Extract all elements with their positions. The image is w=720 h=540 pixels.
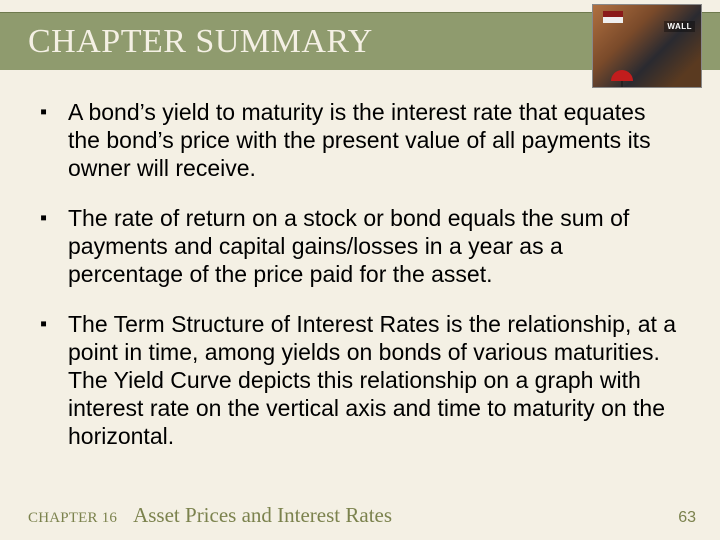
chapter-label: CHAPTER 16 <box>28 510 117 527</box>
slide-footer: CHAPTER 16 Asset Prices and Interest Rat… <box>0 503 720 528</box>
bullet-text: A bond’s yield to maturity is the intere… <box>68 98 680 182</box>
list-item: ▪ A bond’s yield to maturity is the inte… <box>40 98 680 182</box>
bullet-text: The rate of return on a stock or bond eq… <box>68 204 680 288</box>
slide-title: CHAPTER SUMMARY <box>0 23 373 61</box>
chapter-title: Asset Prices and Interest Rates <box>133 503 392 528</box>
list-item: ▪ The Term Structure of Interest Rates i… <box>40 310 680 450</box>
header-decorative-image: WALL <box>592 4 702 88</box>
bullet-mark-icon: ▪ <box>40 204 68 288</box>
bullet-list: ▪ A bond’s yield to maturity is the inte… <box>40 98 680 484</box>
page-number: 63 <box>678 509 696 527</box>
wall-street-sign-text: WALL <box>664 21 695 32</box>
bullet-mark-icon: ▪ <box>40 310 68 450</box>
bullet-mark-icon: ▪ <box>40 98 68 182</box>
bullet-text: The Term Structure of Interest Rates is … <box>68 310 680 450</box>
umbrella-icon <box>611 70 633 81</box>
list-item: ▪ The rate of return on a stock or bond … <box>40 204 680 288</box>
flag-icon <box>603 11 623 23</box>
